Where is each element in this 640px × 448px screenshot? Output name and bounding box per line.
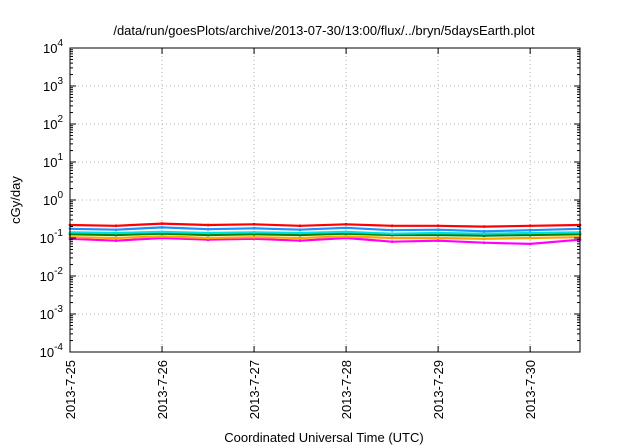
series-6-point xyxy=(482,225,486,228)
y-tick-label: 103 xyxy=(43,76,63,94)
y-tick-labels: 10-4 10-3 10-2 10-1 100 101 102 103 104 xyxy=(40,38,64,360)
series-5-point xyxy=(206,227,210,231)
series-2-point xyxy=(206,236,210,240)
series-5-point xyxy=(528,228,532,232)
y-axis-label: cGy/day xyxy=(8,176,23,224)
series-5-point xyxy=(298,228,302,232)
series-4-point xyxy=(206,231,210,235)
series-6-point xyxy=(160,222,164,225)
series-line-2 xyxy=(69,235,581,240)
series-1-point xyxy=(436,239,440,243)
y-tick-label: 10-2 xyxy=(40,266,64,284)
series-6-point xyxy=(344,222,348,226)
series-line-1 xyxy=(69,236,581,245)
series-1-point xyxy=(482,241,486,245)
series-4-point xyxy=(482,232,486,236)
series-5-point xyxy=(482,229,486,233)
series-2-point xyxy=(252,235,256,239)
series-5-point xyxy=(344,226,348,230)
series-2-point xyxy=(390,236,394,240)
series-5-point xyxy=(160,226,164,229)
series-6-point xyxy=(298,224,302,228)
series-4-point xyxy=(114,231,118,235)
series-3-point xyxy=(298,233,302,237)
y-tick-label: 101 xyxy=(43,152,63,170)
series-1-point xyxy=(114,239,118,243)
y-tick-label: 100 xyxy=(43,190,63,208)
x-axis-label: Coordinated Universal Time (UTC) xyxy=(224,430,423,445)
x-tick-label: 2013-7-29 xyxy=(431,360,446,419)
series-6-point xyxy=(252,222,256,226)
series-6-point xyxy=(114,224,118,228)
x-tick-label: 2013-7-26 xyxy=(155,360,170,419)
series-3-point xyxy=(482,234,486,238)
x-tick-label: 2013-7-30 xyxy=(523,360,538,419)
series-4-point xyxy=(344,230,348,234)
x-tick-label: 2013-7-28 xyxy=(339,360,354,419)
series-2-point xyxy=(436,236,440,240)
series-5-point xyxy=(252,226,256,230)
series-6-point xyxy=(528,224,532,228)
series-line-6 xyxy=(69,222,581,228)
series-5-point xyxy=(436,228,440,232)
series-1-point xyxy=(528,242,532,246)
grid-lines xyxy=(69,48,580,352)
x-tick-labels: 2013-7-25 2013-7-26 2013-7-27 2013-7-28 2013… xyxy=(63,360,538,419)
y-tick-label: 102 xyxy=(43,114,63,132)
y-tick-label: 10-1 xyxy=(40,228,64,246)
series-2-point xyxy=(298,236,302,240)
series-6-point xyxy=(390,224,394,228)
chart-title: /data/run/goesPlots/archive/2013-07-30/1… xyxy=(113,23,535,38)
series-4-point xyxy=(252,231,256,234)
series-2-point xyxy=(114,236,118,240)
series-4-point xyxy=(390,232,394,236)
series-2-point xyxy=(344,235,348,238)
series-5-point xyxy=(114,228,118,232)
y-tick-label: 10-4 xyxy=(40,342,64,360)
series-6-point xyxy=(206,223,210,227)
y-tick-label: 104 xyxy=(43,38,63,56)
x-tick-label: 2013-7-27 xyxy=(247,360,262,419)
series-4-point xyxy=(298,231,302,235)
x-tick-label: 2013-7-25 xyxy=(63,360,78,419)
series-6-point xyxy=(436,224,440,228)
series-5-point xyxy=(390,228,394,232)
series-1-point xyxy=(298,239,302,243)
series-line-5 xyxy=(69,226,581,233)
series-layer xyxy=(68,222,582,246)
series-4-point xyxy=(160,230,164,234)
series-3-point xyxy=(114,233,118,237)
series-1-point xyxy=(390,240,394,244)
series-3-point xyxy=(436,233,440,237)
series-4-point xyxy=(436,231,440,235)
series-2-point xyxy=(160,235,164,238)
series-3-point xyxy=(528,233,532,237)
y-tick-label: 10-3 xyxy=(40,304,64,322)
series-2-point xyxy=(528,236,532,240)
series-3-point xyxy=(206,233,210,237)
series-2-point xyxy=(482,237,486,241)
series-line-3 xyxy=(69,232,581,237)
axis-ticks xyxy=(69,47,580,353)
series-4-point xyxy=(528,231,532,235)
series-line-4 xyxy=(69,230,581,235)
